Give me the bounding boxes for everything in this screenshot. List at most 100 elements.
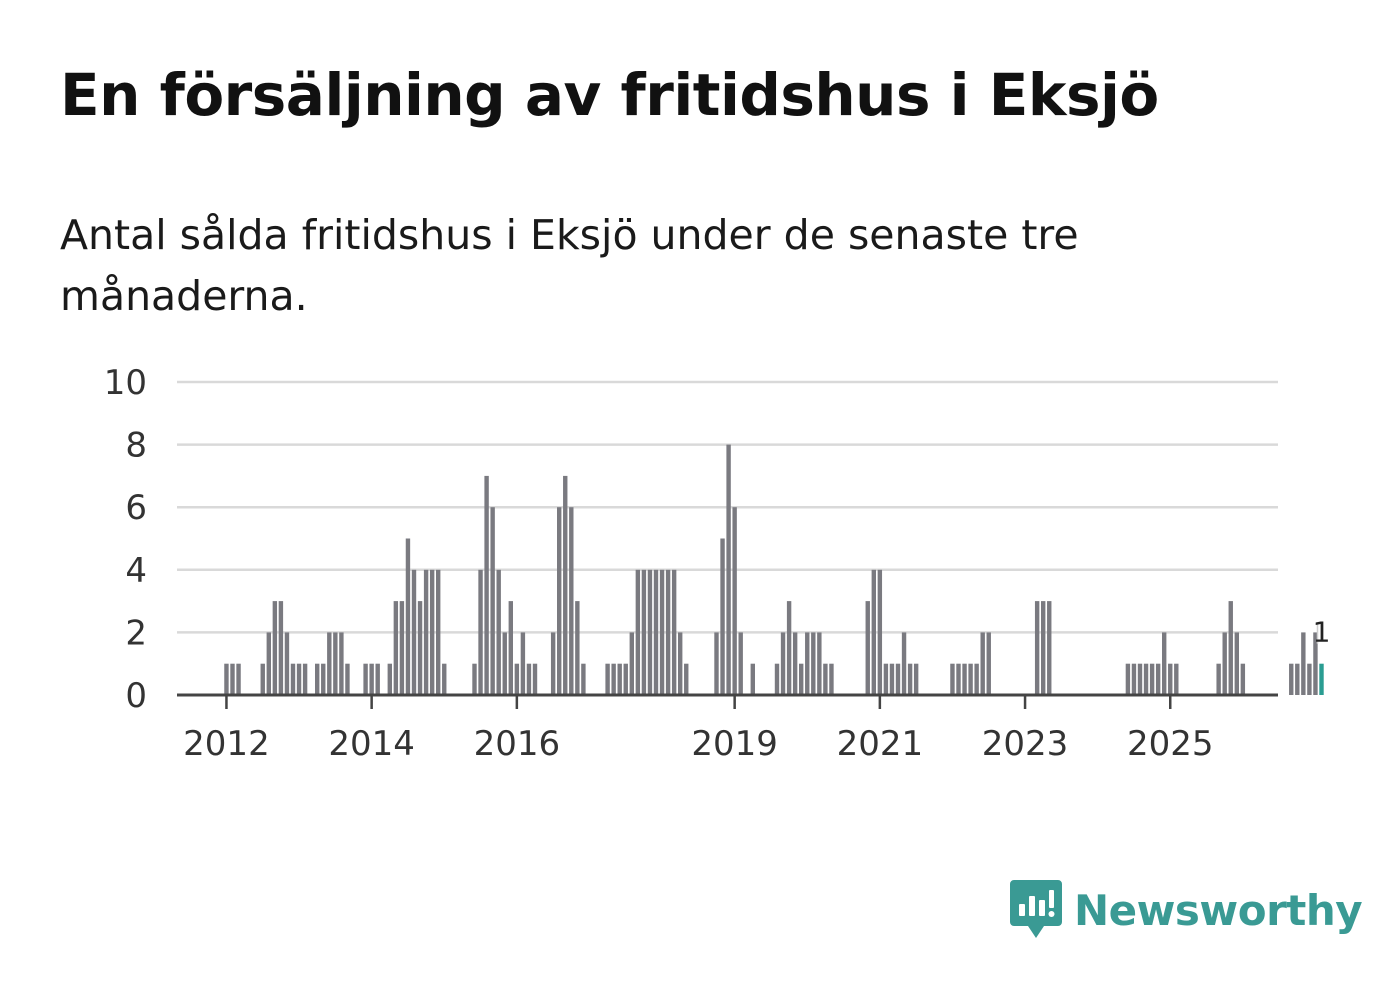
bar [780, 632, 786, 695]
x-tick-label: 2016 [474, 724, 561, 764]
bar-latest [1319, 663, 1324, 695]
bar [224, 663, 229, 695]
bar [671, 569, 677, 695]
bar [786, 601, 792, 695]
bar [774, 663, 780, 695]
bar [1143, 663, 1149, 695]
bar [1168, 663, 1173, 695]
x-tick-label: 2023 [982, 724, 1069, 764]
bar [1313, 632, 1318, 695]
bar [284, 632, 290, 695]
x-tick-label: 2019 [691, 724, 778, 764]
bar [1137, 663, 1143, 695]
bar [665, 569, 671, 695]
bar [811, 632, 816, 695]
bar [321, 663, 326, 695]
newsworthy-logo-icon [1010, 880, 1062, 938]
bar [520, 632, 526, 695]
bar [956, 663, 961, 695]
x-tick-label: 2025 [1127, 724, 1214, 764]
bar [526, 663, 532, 695]
bar [478, 569, 483, 695]
bar [1234, 632, 1239, 695]
bar [236, 663, 241, 695]
bar [895, 663, 901, 695]
x-axis: 2012 2014 2016 2019 2021 2023 2025 [177, 693, 1278, 764]
bar [823, 663, 828, 695]
bar [339, 632, 344, 695]
bar [617, 663, 622, 695]
bar [799, 663, 804, 695]
bar [405, 538, 411, 695]
bars [224, 444, 1324, 695]
brand-logo[interactable]: Newsworthy [1010, 878, 1363, 942]
bar [1301, 632, 1306, 695]
bar [865, 601, 870, 695]
brand-name: Newsworthy [1074, 885, 1363, 935]
bar [508, 601, 513, 695]
x-tick-label: 2021 [837, 724, 924, 764]
bar [1162, 632, 1167, 695]
bar [1125, 663, 1131, 695]
bar [1041, 601, 1046, 695]
bar [1228, 601, 1233, 695]
bar [871, 569, 876, 695]
bar [266, 632, 271, 695]
bar [436, 569, 441, 695]
x-tick-label: 2012 [183, 724, 270, 764]
bar [980, 632, 985, 695]
y-tick-label: 10 [104, 363, 147, 403]
bar [315, 663, 320, 695]
bar [472, 663, 477, 695]
bar [550, 632, 556, 695]
bar [1034, 601, 1040, 695]
y-axis: 0 2 4 6 8 10 [104, 363, 147, 716]
bar [883, 663, 889, 695]
bar [278, 601, 284, 695]
bar [1174, 663, 1179, 695]
bar [327, 632, 332, 695]
bar [1149, 663, 1155, 695]
y-tick-label: 8 [125, 426, 147, 466]
bar [1155, 663, 1161, 695]
bar [557, 507, 562, 695]
bar [502, 632, 507, 695]
bar [684, 663, 689, 695]
bar [750, 663, 755, 695]
bar [1289, 663, 1294, 695]
bar [399, 601, 405, 695]
x-tick-label: 2014 [328, 724, 415, 764]
bar [647, 569, 653, 695]
bar [1131, 663, 1137, 695]
bar [423, 569, 429, 695]
bar [907, 663, 913, 695]
bar [563, 475, 568, 695]
y-tick-label: 2 [125, 613, 147, 653]
bar [605, 663, 610, 695]
bar [490, 507, 495, 695]
bar [345, 663, 350, 695]
bar [393, 601, 399, 695]
bar [230, 663, 235, 695]
bar [302, 663, 308, 695]
bar [805, 632, 810, 695]
y-tick-label: 0 [125, 676, 147, 716]
bar [641, 569, 647, 695]
bar [738, 632, 743, 695]
bar [411, 569, 417, 695]
y-tick-label: 4 [125, 551, 147, 591]
bar [375, 663, 380, 695]
bar [272, 601, 278, 695]
bar [732, 507, 737, 695]
bar [653, 569, 659, 695]
bar [817, 632, 822, 695]
bar [514, 663, 520, 695]
bar [581, 663, 586, 695]
bar [623, 663, 628, 695]
bar [369, 663, 374, 695]
bar [974, 663, 979, 695]
bar [290, 663, 296, 695]
bar [913, 663, 919, 695]
bar [659, 569, 665, 695]
